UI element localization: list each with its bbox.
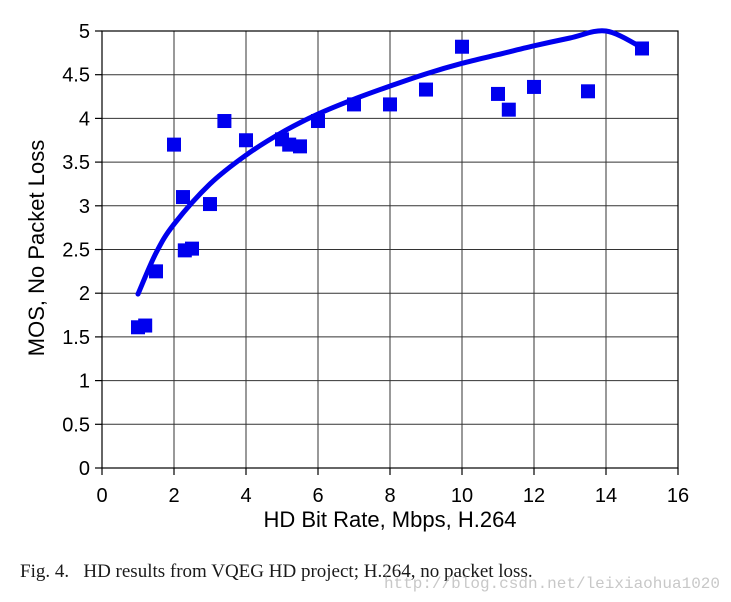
data-point — [635, 41, 649, 56]
y-tick-label: 1 — [79, 371, 90, 393]
data-point — [491, 86, 505, 101]
y-tick-label: 0.5 — [62, 414, 90, 436]
axis-ticks — [95, 30, 679, 475]
y-tick-label: 3.5 — [62, 152, 90, 174]
data-point — [176, 190, 190, 205]
data-point — [581, 84, 595, 99]
x-tick-label: 8 — [384, 485, 395, 507]
data-point — [383, 97, 397, 112]
data-point — [167, 137, 181, 152]
y-axis-label: MOS, No Packet Loss — [24, 140, 49, 356]
data-point — [419, 82, 433, 97]
y-tick-label: 2 — [79, 283, 90, 305]
x-axis-label: HD Bit Rate, Mbps, H.264 — [263, 507, 516, 532]
data-point — [138, 318, 153, 333]
y-tick-label: 2.5 — [62, 240, 90, 262]
data-point — [282, 137, 297, 152]
y-tick-label: 4.5 — [62, 65, 90, 87]
y-tick-label: 1.5 — [62, 327, 90, 349]
data-point — [293, 139, 307, 154]
data-points — [131, 39, 649, 335]
data-point — [239, 133, 253, 148]
data-point — [311, 114, 325, 129]
x-tick-label: 2 — [168, 485, 179, 507]
data-point — [527, 79, 541, 94]
y-tick-label: 5 — [79, 21, 90, 43]
x-tick-label: 10 — [451, 485, 473, 507]
data-point — [203, 197, 217, 212]
data-point — [501, 102, 516, 117]
x-tick-label: 6 — [312, 485, 323, 507]
watermark: http://blog.csdn.net/leixiaohua1020 — [384, 575, 720, 593]
data-point — [149, 264, 163, 279]
y-tick-label: 4 — [79, 108, 90, 130]
figure-caption: Fig. 4. HD results from VQEG HD project;… — [20, 561, 533, 582]
x-tick-label: 0 — [96, 485, 107, 507]
data-point — [217, 114, 232, 129]
x-tick-label: 12 — [523, 485, 545, 507]
x-tick-label: 14 — [595, 485, 617, 507]
fit-curve-layer — [135, 28, 645, 297]
y-tick-label: 3 — [79, 196, 90, 218]
data-point — [455, 39, 469, 54]
y-axis-tick-labels: 0 0.5 1 1.5 2 2.5 3 3.5 4 4.5 5 — [62, 21, 90, 480]
data-point — [185, 241, 199, 256]
data-point — [347, 97, 361, 112]
x-axis-tick-labels: 0 2 4 6 8 10 12 14 16 — [96, 485, 689, 507]
fit-curve — [135, 28, 645, 297]
x-tick-label: 4 — [240, 485, 251, 507]
y-tick-label: 0 — [79, 458, 90, 480]
x-tick-label: 16 — [667, 485, 689, 507]
